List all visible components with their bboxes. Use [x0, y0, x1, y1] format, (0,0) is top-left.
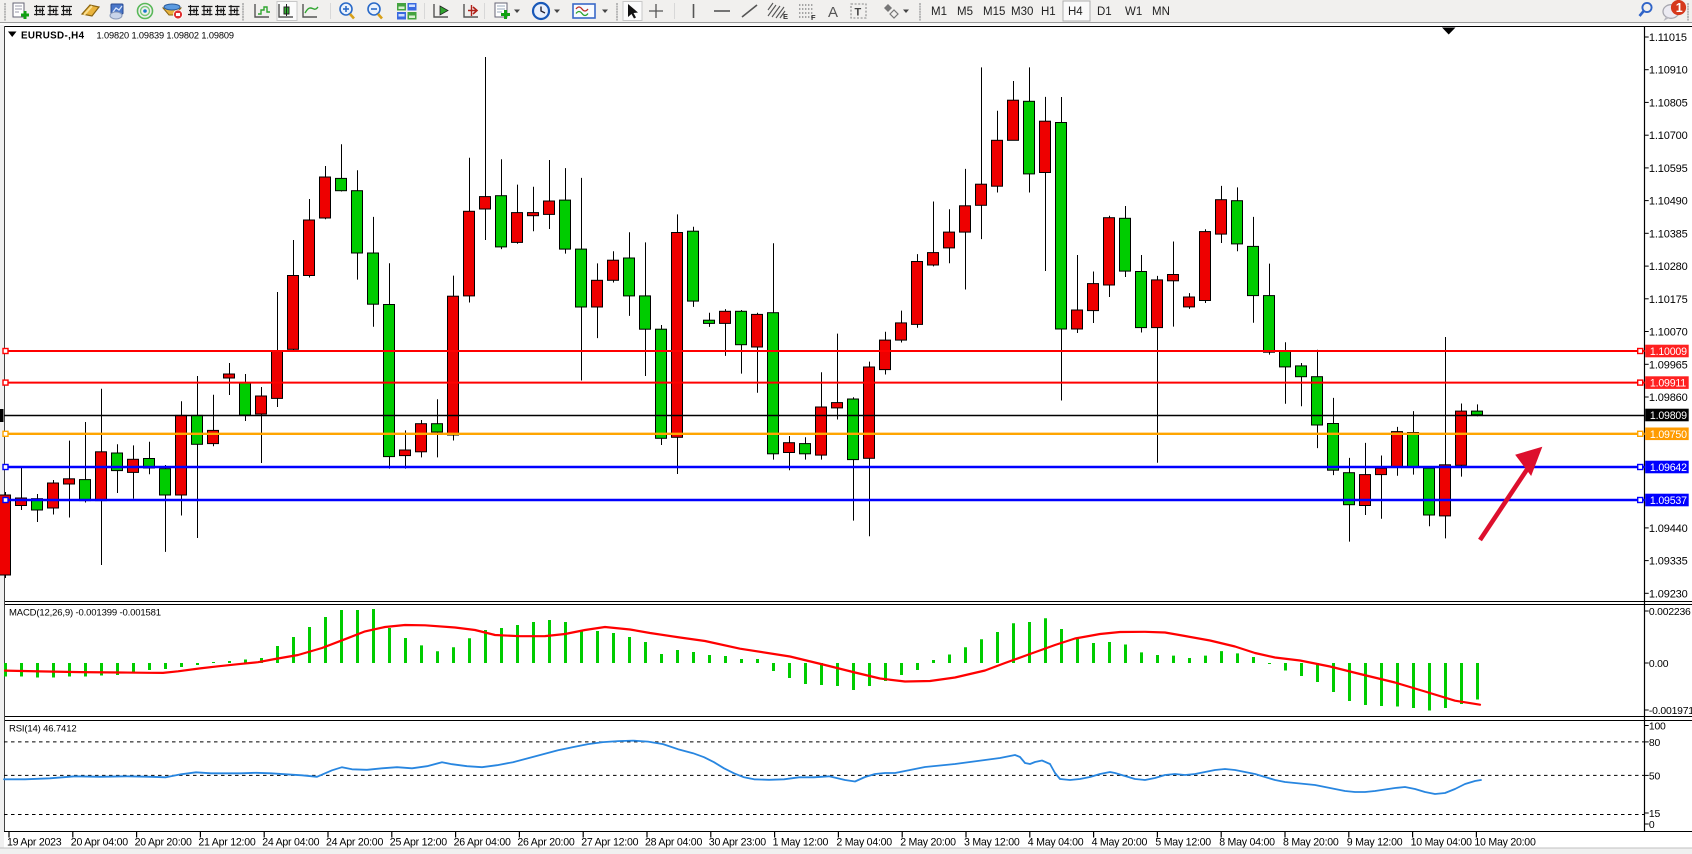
svg-text:M5: M5 [957, 6, 973, 18]
svg-text:1 May 12:00: 1 May 12:00 [773, 837, 829, 849]
svg-text:50: 50 [1649, 771, 1661, 782]
svg-text:1.09965: 1.09965 [1649, 359, 1688, 371]
svg-text:26 Apr 20:00: 26 Apr 20:00 [517, 837, 574, 849]
svg-text:1.09335: 1.09335 [1649, 556, 1688, 568]
svg-text:MN: MN [1152, 6, 1170, 18]
svg-text:20 Apr 04:00: 20 Apr 04:00 [71, 837, 128, 849]
svg-text:5 May 12:00: 5 May 12:00 [1155, 837, 1211, 849]
svg-text:24 Apr 20:00: 24 Apr 20:00 [326, 837, 383, 849]
svg-text:0: 0 [1649, 820, 1655, 831]
svg-text:1.10385: 1.10385 [1649, 228, 1688, 240]
svg-text:M15: M15 [983, 6, 1005, 18]
svg-text:26 Apr 04:00: 26 Apr 04:00 [454, 837, 511, 849]
svg-text:1.09809: 1.09809 [1650, 410, 1687, 422]
svg-text:8 May 04:00: 8 May 04:00 [1219, 837, 1275, 849]
svg-text:1.10175: 1.10175 [1649, 294, 1688, 306]
svg-text:9 May 12:00: 9 May 12:00 [1347, 837, 1403, 849]
svg-text:1.09440: 1.09440 [1649, 523, 1688, 535]
svg-text:30 Apr 23:00: 30 Apr 23:00 [709, 837, 766, 849]
svg-text:D1: D1 [1097, 6, 1112, 18]
svg-text:-0.001971: -0.001971 [1649, 706, 1692, 717]
svg-text:1.10009: 1.10009 [1650, 346, 1687, 358]
svg-text:4 May 04:00: 4 May 04:00 [1028, 837, 1084, 849]
svg-text:20 Apr 20:00: 20 Apr 20:00 [135, 837, 192, 849]
svg-text:8 May 20:00: 8 May 20:00 [1283, 837, 1339, 849]
svg-text:1: 1 [1676, 1, 1683, 15]
svg-text:1.10490: 1.10490 [1649, 196, 1688, 208]
svg-text:24 Apr 04:00: 24 Apr 04:00 [262, 837, 319, 849]
svg-text:H1: H1 [1041, 6, 1056, 18]
svg-text:1.10805: 1.10805 [1649, 97, 1688, 109]
svg-text:1.09860: 1.09860 [1649, 392, 1688, 404]
svg-text:2 May 04:00: 2 May 04:00 [836, 837, 892, 849]
svg-text:0.00: 0.00 [1649, 659, 1669, 670]
svg-text:M1: M1 [931, 6, 947, 18]
svg-text:1.09537: 1.09537 [1650, 495, 1687, 507]
svg-text:15: 15 [1649, 809, 1661, 820]
svg-text:H4: H4 [1068, 6, 1083, 18]
svg-text:27 Apr 12:00: 27 Apr 12:00 [581, 837, 638, 849]
svg-text:2 May 20:00: 2 May 20:00 [900, 837, 956, 849]
svg-text:28 Apr 04:00: 28 Apr 04:00 [645, 837, 702, 849]
svg-text:F: F [811, 13, 816, 22]
svg-text:4 May 20:00: 4 May 20:00 [1092, 837, 1148, 849]
svg-text:19 Apr 2023: 19 Apr 2023 [7, 837, 62, 849]
svg-text:E: E [783, 12, 788, 21]
svg-text:1.10910: 1.10910 [1649, 65, 1688, 77]
svg-text:1.09820 1.09839 1.09802 1.0980: 1.09820 1.09839 1.09802 1.09809 [97, 31, 234, 41]
svg-text:RSI(14) 46.7412: RSI(14) 46.7412 [9, 724, 76, 735]
svg-text:3 May 12:00: 3 May 12:00 [964, 837, 1020, 849]
svg-text:MACD(12,26,9) -0.001399 -0.001: MACD(12,26,9) -0.001399 -0.001581 [9, 608, 161, 619]
svg-text:1.10280: 1.10280 [1649, 261, 1688, 273]
svg-text:25 Apr 12:00: 25 Apr 12:00 [390, 837, 447, 849]
svg-text:1.10070: 1.10070 [1649, 327, 1688, 339]
svg-text:W1: W1 [1125, 6, 1142, 18]
svg-text:21 Apr 12:00: 21 Apr 12:00 [198, 837, 255, 849]
svg-text:1.10700: 1.10700 [1649, 130, 1688, 142]
svg-text:1.10595: 1.10595 [1649, 163, 1688, 175]
svg-text:1.11015: 1.11015 [1649, 32, 1687, 44]
svg-text:1.09230: 1.09230 [1649, 588, 1688, 600]
svg-text:1.09642: 1.09642 [1650, 462, 1687, 474]
svg-text:T: T [855, 7, 862, 19]
svg-text:10 May 20:00: 10 May 20:00 [1474, 837, 1536, 849]
svg-text:1.09911: 1.09911 [1650, 378, 1686, 390]
svg-text:M30: M30 [1011, 6, 1033, 18]
svg-text:80: 80 [1649, 738, 1661, 749]
svg-text:EURUSD-,H4: EURUSD-,H4 [21, 31, 85, 42]
svg-text:0.002236: 0.002236 [1649, 607, 1691, 618]
svg-text:A: A [828, 4, 838, 21]
svg-text:100: 100 [1649, 722, 1666, 733]
svg-text:10 May 04:00: 10 May 04:00 [1411, 837, 1473, 849]
svg-text:1.09750: 1.09750 [1650, 429, 1687, 441]
